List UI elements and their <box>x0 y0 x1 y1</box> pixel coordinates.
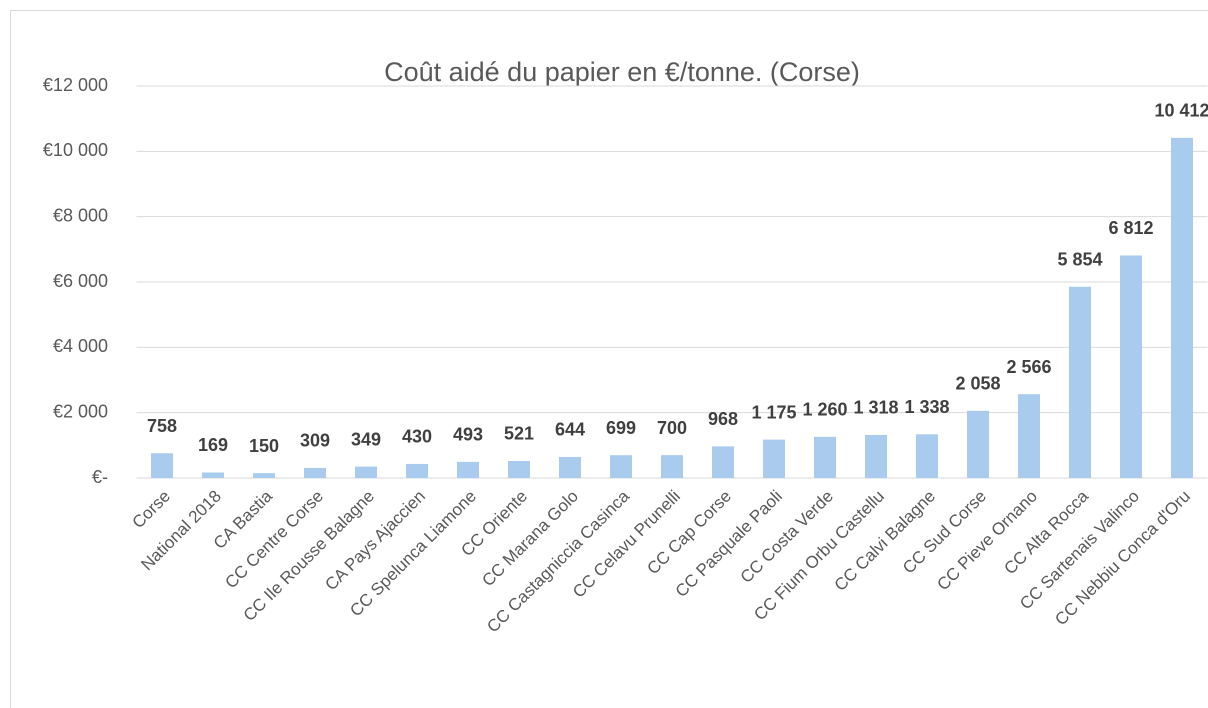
value-label: 6 812 <box>1108 218 1153 238</box>
value-label: 700 <box>657 418 687 438</box>
value-label: 169 <box>198 435 228 455</box>
bar <box>559 456 581 478</box>
y-tick-label: €12 000 <box>43 75 108 95</box>
y-tick-label: €- <box>92 467 108 487</box>
value-label: 2 566 <box>1006 357 1051 377</box>
bar <box>763 439 785 478</box>
value-label: 699 <box>606 418 636 438</box>
bar <box>865 434 887 478</box>
value-label: 309 <box>300 431 330 451</box>
bar <box>712 446 734 478</box>
value-label: 1 260 <box>802 400 847 420</box>
value-label: 10 412 <box>1154 101 1208 121</box>
value-label: 349 <box>351 429 381 449</box>
bar <box>661 455 683 478</box>
bar <box>1018 394 1040 478</box>
value-label: 430 <box>402 427 432 447</box>
bar <box>1120 255 1142 478</box>
value-label: 2 058 <box>955 374 1000 394</box>
bar <box>1171 137 1193 478</box>
bar <box>1069 286 1091 478</box>
chart-title: Coût aidé du papier en €/tonne. (Corse) <box>384 57 860 87</box>
bar <box>355 466 377 478</box>
bar <box>406 463 428 478</box>
y-tick-label: €8 000 <box>53 205 108 225</box>
bar <box>916 434 938 478</box>
bar <box>457 461 479 478</box>
value-label: 1 175 <box>751 402 796 422</box>
y-tick-label: €6 000 <box>53 271 108 291</box>
bar <box>202 472 224 478</box>
value-label: 644 <box>555 420 585 440</box>
bar <box>508 460 530 478</box>
chart-border <box>10 10 1208 708</box>
bar <box>253 473 275 478</box>
value-label: 1 338 <box>904 397 949 417</box>
y-tick-label: €2 000 <box>53 401 108 421</box>
y-tick-label: €10 000 <box>43 140 108 160</box>
bar <box>304 467 326 478</box>
value-label: 968 <box>708 409 738 429</box>
bar <box>967 410 989 478</box>
value-label: 521 <box>504 424 534 444</box>
value-label: 1 318 <box>853 398 898 418</box>
bar <box>814 436 836 478</box>
value-label: 150 <box>249 436 279 456</box>
value-label: 758 <box>147 416 177 436</box>
value-label: 5 854 <box>1057 250 1102 270</box>
bar <box>151 453 173 478</box>
bar <box>610 455 632 478</box>
value-label: 493 <box>453 425 483 445</box>
y-tick-label: €4 000 <box>53 336 108 356</box>
